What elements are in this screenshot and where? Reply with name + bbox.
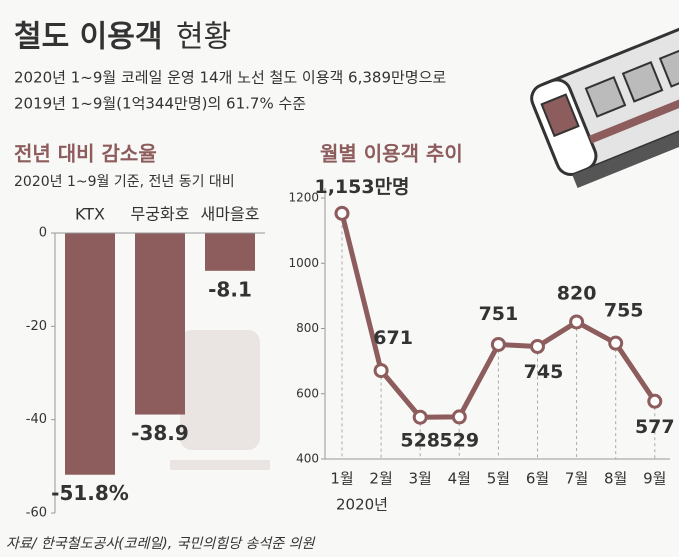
x-tick-label: 새마을호 [201,205,260,224]
value-label: -8.1 [208,277,252,301]
y-tick-label: 400 [296,452,319,466]
y-tick-label: 1200 [288,191,319,205]
value-label: 529 [439,429,479,451]
x-tick-label: 7월 [565,470,588,488]
point [412,409,428,425]
point [451,409,467,425]
value-label: 820 [557,282,597,304]
y-tick-label: 600 [296,386,319,400]
x-tick-label: 3월 [409,470,432,488]
bar [205,233,255,271]
bar [65,233,115,475]
value-label: 751 [479,303,519,325]
bar-chart-title: 전년 대비 감소율 [14,142,157,166]
faint-train-icon [170,330,270,470]
summary-line: 2020년 1~9월 코레일 운영 14개 노선 철도 이용객 6,389만명으… [14,69,446,87]
value-label: 577 [635,416,675,438]
y-tick-label: 0 [39,226,47,241]
line-chart-title: 월별 이용객 추이 [320,142,463,166]
point [647,393,663,409]
y-tick-label: -40 [26,412,47,427]
value-label: 1,153만명 [314,176,409,198]
x-tick-label: 6월 [526,470,549,488]
point [608,335,624,351]
summary-line: 2019년 1~9월(1억344만명)의 61.7% 수준 [14,95,306,113]
point [373,363,389,379]
x-tick-label: KTX [75,205,105,224]
train-illustration [530,23,679,188]
y-tick-label: -20 [26,319,47,334]
value-label: 755 [604,300,644,322]
y-tick-label: 1000 [288,256,319,270]
y-tick-label: 800 [296,321,319,335]
title: 철도 이용객 [14,20,162,55]
x-tick-label: 무궁화호 [131,205,190,224]
x-axis-label: 2020년 [336,496,388,514]
value-label: -38.9 [131,421,189,445]
x-tick-label: 4월 [448,470,471,488]
point [334,205,350,221]
source: 자료/ 한국철도공사(코레일), 국민의힘당 송석준 의원 [6,536,315,552]
x-tick-label: 9월 [643,470,666,488]
x-tick-label: 1월 [330,470,353,488]
bar-chart-subtitle: 2020년 1~9월 기준, 전년 동기 대비 [14,174,235,190]
point [569,314,585,330]
value-label: -51.8% [51,481,129,505]
value-label: 745 [524,361,564,383]
x-tick-label: 2월 [369,470,392,488]
point [490,336,506,352]
bar [135,233,185,415]
y-tick-label: -60 [26,506,47,521]
title-suffix: 현황 [176,20,231,55]
value-label: 671 [373,327,413,349]
point [530,338,545,354]
x-tick-label: 8월 [604,470,627,488]
value-label: 528 [400,430,440,452]
x-tick-label: 5월 [487,470,510,488]
